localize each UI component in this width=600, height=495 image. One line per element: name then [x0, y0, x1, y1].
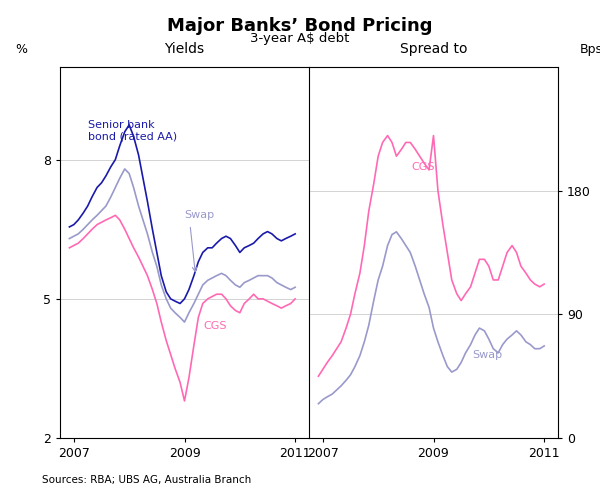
- Text: Bps: Bps: [580, 43, 600, 56]
- Text: %: %: [15, 43, 27, 56]
- Text: Senior bank
bond (rated AA): Senior bank bond (rated AA): [88, 120, 177, 142]
- Text: Yields: Yields: [164, 42, 205, 56]
- Text: Swap: Swap: [185, 210, 215, 220]
- Text: CGS: CGS: [412, 162, 435, 172]
- Text: CGS: CGS: [204, 321, 227, 331]
- Text: 3-year A$ debt: 3-year A$ debt: [250, 32, 350, 45]
- Text: Swap: Swap: [472, 350, 502, 360]
- Text: Major Banks’ Bond Pricing: Major Banks’ Bond Pricing: [167, 17, 433, 35]
- Text: Spread to: Spread to: [400, 42, 467, 56]
- Text: Sources: RBA; UBS AG, Australia Branch: Sources: RBA; UBS AG, Australia Branch: [42, 475, 251, 485]
